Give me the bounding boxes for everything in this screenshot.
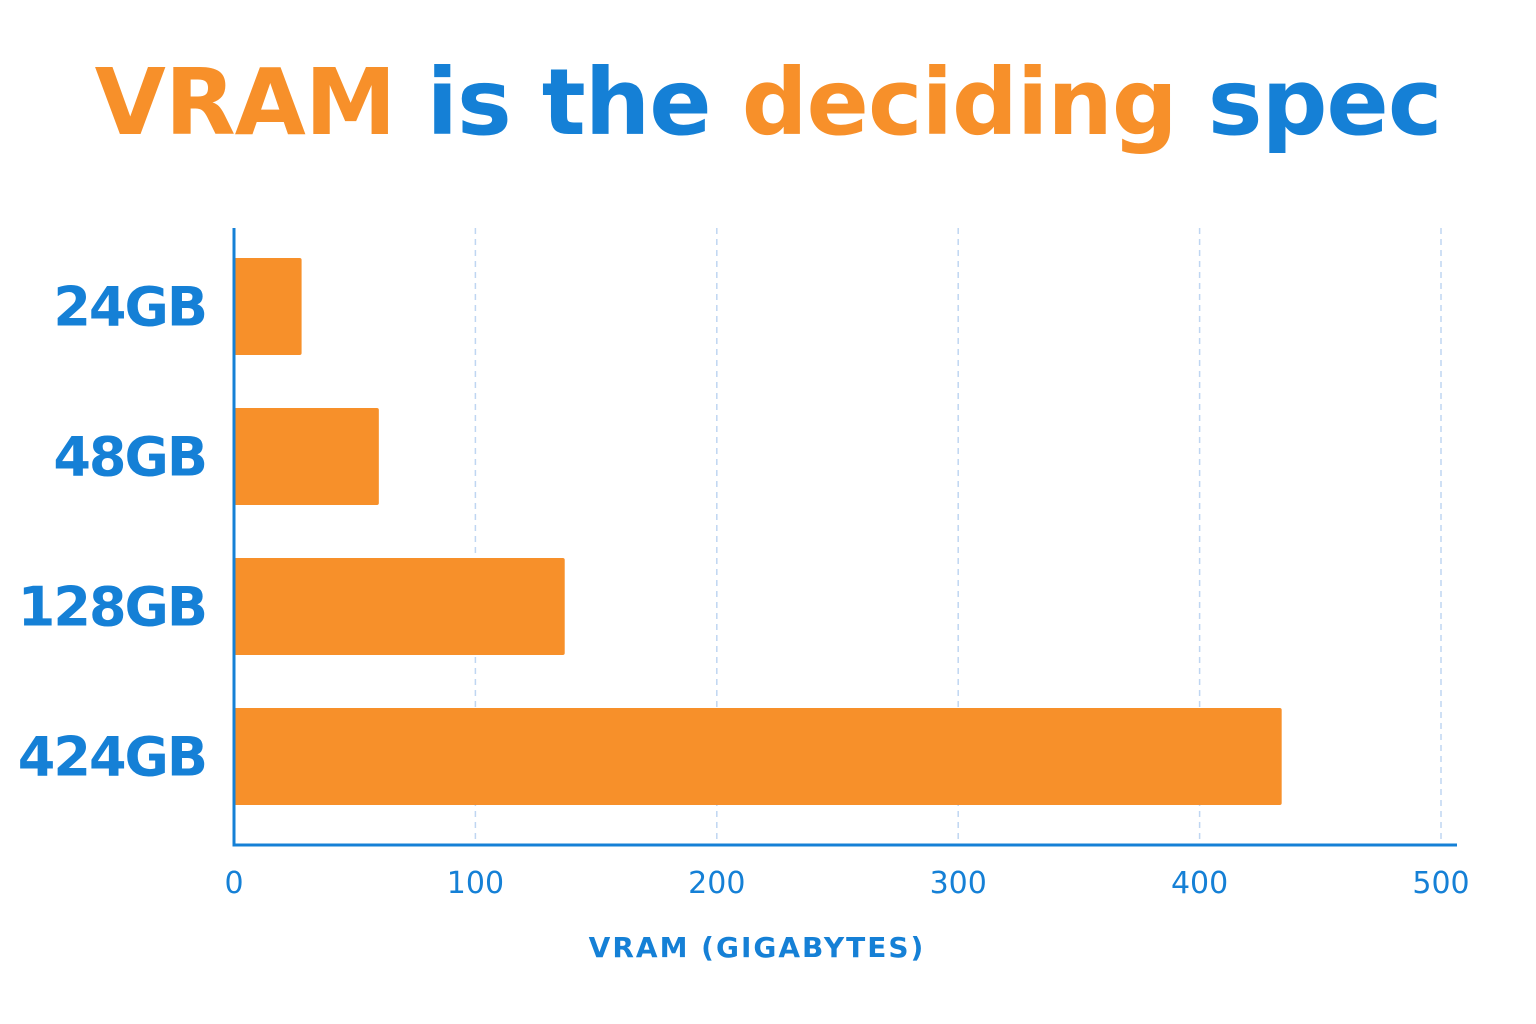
category-label-24GB: 24GB	[53, 276, 206, 339]
category-label-48GB: 48GB	[53, 426, 206, 489]
category-label-424GB: 424GB	[18, 726, 206, 789]
x-tick-label-200: 200	[688, 866, 745, 901]
title-part-deciding: deciding	[741, 49, 1178, 156]
axes	[232, 228, 1457, 847]
title-part-spec: spec	[1176, 49, 1443, 156]
tick-labels: 0 100 200 300 400 500	[224, 866, 1469, 901]
bar-128GB	[234, 558, 565, 655]
x-tick-label-300: 300	[930, 866, 987, 901]
category-label-128GB: 128GB	[18, 576, 206, 639]
bars	[234, 258, 1282, 805]
grid-lines	[474, 228, 1442, 845]
bar-424GB	[234, 708, 1282, 805]
x-tick-label-0: 0	[224, 866, 243, 901]
x-tick-label-500: 500	[1412, 866, 1469, 901]
x-tick-label-400: 400	[1171, 866, 1228, 901]
bar-48GB	[234, 408, 379, 505]
title-part-vram: VRAM	[94, 49, 397, 156]
chart-title: VRAM is the deciding spec	[0, 28, 1536, 178]
x-axis-title: VRAM (GIGABYTES)	[589, 931, 926, 964]
title-part-is-the: is the	[395, 49, 742, 156]
x-tick-label-100: 100	[447, 866, 504, 901]
bar-24GB	[234, 258, 302, 355]
category-labels: 24GB 48GB 128GB 424GB	[18, 276, 208, 789]
